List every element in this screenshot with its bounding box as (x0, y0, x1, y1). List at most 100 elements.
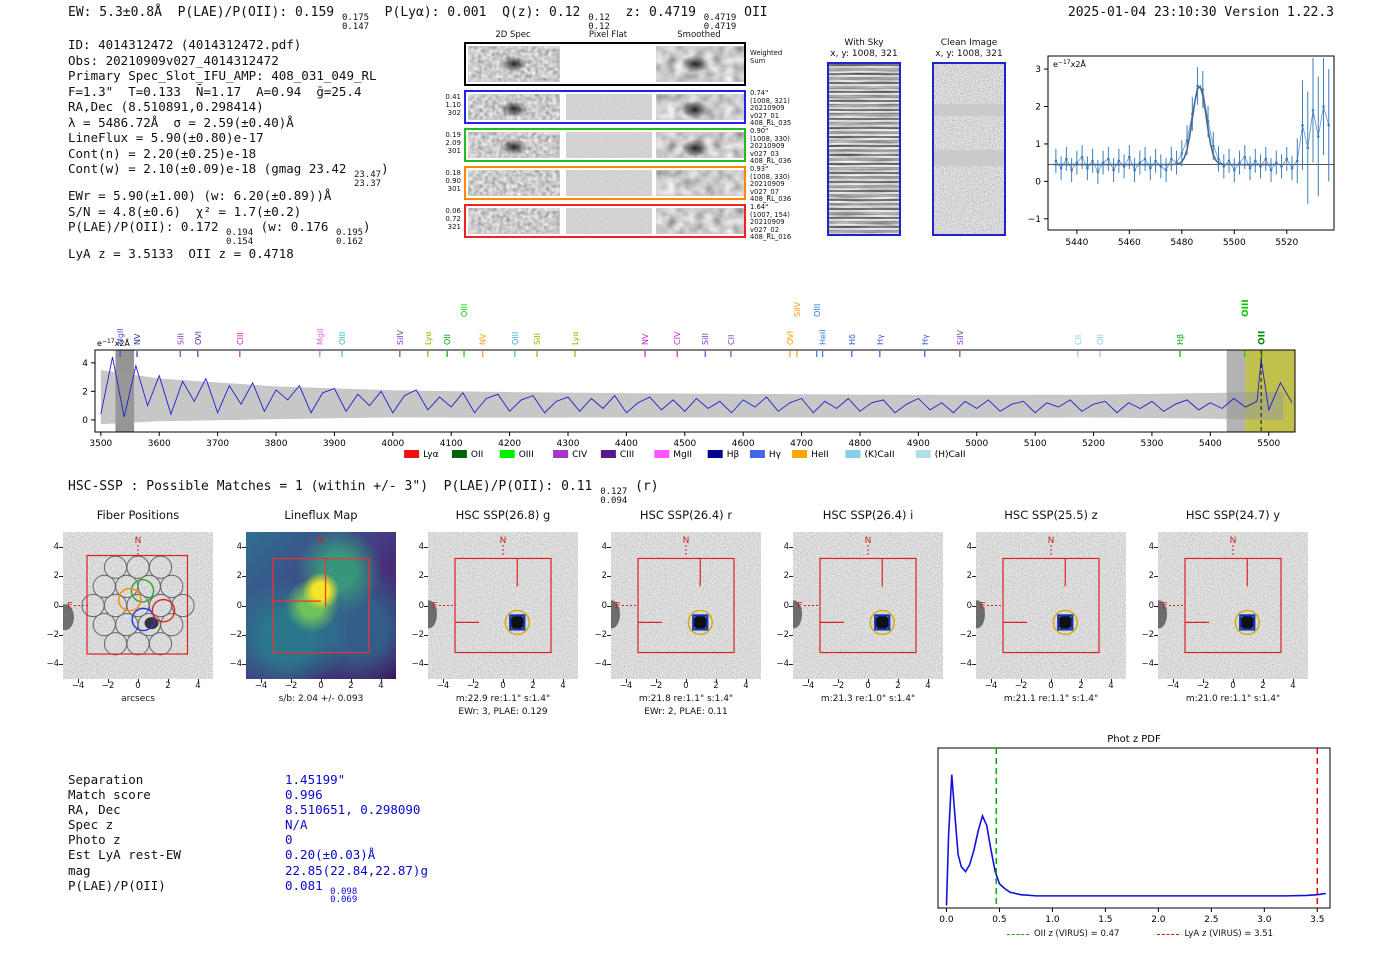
svg-text:N: N (683, 536, 690, 546)
text-segment: LyA z = 3.5133 OII z = 0.4718 (68, 246, 294, 261)
x-tick-mark (838, 679, 839, 683)
cutout-left-value: 0.06 (445, 207, 461, 215)
x-tick-mark (716, 679, 717, 683)
svg-text:5500: 5500 (1223, 238, 1246, 248)
spectrum-legend: Lyα OII OIII CIV CIII MgII Hβ Hγ HeII (K)CaII (H)C… (404, 450, 966, 460)
emission-spot (501, 139, 528, 156)
svg-text:4000: 4000 (381, 439, 404, 449)
hsc-match-header: HSC-SSP : Possible Matches = 1 (within +… (68, 479, 659, 505)
y-tick-label: −4 (1141, 659, 1154, 670)
y-tick-mark (242, 664, 246, 666)
y-tick-label: 2 (966, 571, 972, 582)
noise-image (656, 208, 744, 234)
svg-text:CII: CII (727, 335, 736, 345)
info-line: LyA z = 3.5133 OII z = 0.4718 (68, 246, 389, 262)
panel-hsc-ssp-26-4-r: HSC SSP(26.4) r N E −4 −4 −2 −2 0 0 2 2 4 4 m:21.8 re… (583, 508, 775, 722)
cutout-right-value: 408_RL_036 (750, 157, 792, 165)
svg-text:e−17x2Å: e−17x2Å (1053, 58, 1086, 69)
match-row: Est LyA rest-EW 0.20(±0.03)Å (68, 847, 498, 862)
svg-text:4800: 4800 (849, 439, 872, 449)
x-tick-mark (808, 679, 809, 683)
y-tick-mark (972, 664, 976, 666)
masked-band (934, 104, 1004, 116)
panel-fiber-positions: Fiber Positions N E −4 −4 −2 −2 0 0 2 2 4 4 arcsecs (35, 508, 227, 722)
smoothed-image (656, 94, 744, 120)
y-tick-mark (59, 576, 63, 578)
svg-text:3700: 3700 (206, 439, 229, 449)
y-tick-label: 2 (1148, 571, 1154, 582)
x-tick-label: 2 (530, 681, 536, 691)
x-tick-mark (563, 679, 564, 683)
y-tick-label: 4 (966, 541, 972, 552)
match-row: Separation 1.45199" (68, 772, 498, 787)
x-tick-mark (503, 679, 504, 683)
panel-xlabel-hsc-ssp-26-4-r: m:21.8 re:1.1" s:1.4" (638, 694, 734, 704)
y-tick-mark (1154, 664, 1158, 666)
photz-axes: Phot z PDF 0.0 0.5 1.0 1.5 2.0 2.5 3.0 3.5 (937, 734, 1331, 925)
svg-text:E: E (980, 602, 986, 612)
x-tick-label: 0 (865, 681, 871, 691)
panel-title-hsc-ssp-26-4-r: HSC SSP(26.4) r (639, 508, 733, 522)
svg-text:N: N (135, 536, 142, 546)
svg-text:4200: 4200 (498, 439, 521, 449)
svg-text:4600: 4600 (732, 439, 755, 449)
pixelflat-image (566, 94, 652, 120)
lineflux-heatmap (246, 532, 396, 679)
info-line: ID: 4014312472 (4014312472.pdf) (68, 37, 389, 53)
cutout-right-value: (1008, 330) (750, 172, 790, 181)
match-label: Separation (68, 772, 144, 787)
panel-lineflux-map: Lineflux Map N −4 −4 −2 −2 0 0 2 2 4 4 s/b: 2.04 +/-… (218, 508, 410, 722)
y-tick-label: −4 (229, 659, 242, 670)
info-line: P(LAE)/P(OII): 0.172 0.194 0.154 (w: 0.17… (68, 219, 389, 246)
x-tick-mark (1081, 679, 1082, 683)
x-tick-mark (1173, 679, 1174, 683)
svg-text:4: 4 (82, 359, 88, 369)
stacked-uncertainty: 0.4719 0.4719 (703, 13, 737, 32)
pixelflat-image (566, 208, 652, 234)
match-label: Match score (68, 787, 151, 803)
svg-text:E: E (432, 602, 438, 612)
svg-text:OII: OII (471, 450, 483, 460)
x-tick-mark (261, 679, 262, 683)
spectrum-axes: 0 2 4 3500 3600 3700 3800 3900 4000 4100 4200 4300 4… (82, 337, 1296, 449)
y-tick-mark (972, 546, 976, 548)
svg-text:SiII: SiII (533, 333, 542, 345)
x-tick-label: 0 (500, 681, 506, 691)
full-spectrum-plot: 0 2 4 3500 3600 3700 3800 3900 4000 4100 4200 4300 4… (82, 299, 1296, 460)
y-tick-label: 2 (418, 571, 424, 582)
svg-text:OIII: OIII (511, 332, 520, 345)
y-tick-mark (1154, 546, 1158, 548)
x-tick-mark (168, 679, 169, 683)
emission-spot (680, 138, 709, 157)
cutout-left-labels: 0.41 1.10 302 (439, 93, 461, 117)
x-tick-label: 0 (683, 681, 689, 691)
svg-text:HeII: HeII (811, 450, 829, 460)
smoothed-image (656, 132, 744, 158)
y-tick-mark (59, 546, 63, 548)
cutout-left-labels: 0.06 0.72 321 (439, 207, 461, 231)
cutout-left-value: 321 (447, 223, 461, 231)
x-tick-mark (868, 679, 869, 683)
text-segment: 0.081 (285, 877, 331, 893)
x-tick-label: 2 (1078, 681, 1084, 691)
clean-image-coords: x, y: 1008, 321 (935, 49, 1003, 59)
stacked-uncertainty: 23.47 23.37 (353, 170, 382, 189)
2dspec-image (468, 170, 560, 196)
x-tick-mark (1021, 679, 1022, 683)
x-tick-label: −4 (984, 681, 998, 691)
y-tick-mark (59, 634, 63, 636)
svg-text:3.0: 3.0 (1257, 915, 1272, 925)
svg-text:HeII: HeII (819, 329, 828, 345)
svg-text:0: 0 (82, 416, 88, 426)
svg-text:0: 0 (1035, 177, 1041, 187)
svg-text:e−17x2Å: e−17x2Å (97, 337, 130, 348)
y-tick-mark (789, 546, 793, 548)
cutout-right-value: 20210909 (750, 180, 785, 188)
x-tick-mark (533, 679, 534, 683)
text-segment: ) (381, 161, 389, 176)
cutout-left-value: 301 (447, 185, 461, 193)
y-tick-label: 0 (1148, 600, 1154, 611)
x-tick-mark (443, 679, 444, 683)
